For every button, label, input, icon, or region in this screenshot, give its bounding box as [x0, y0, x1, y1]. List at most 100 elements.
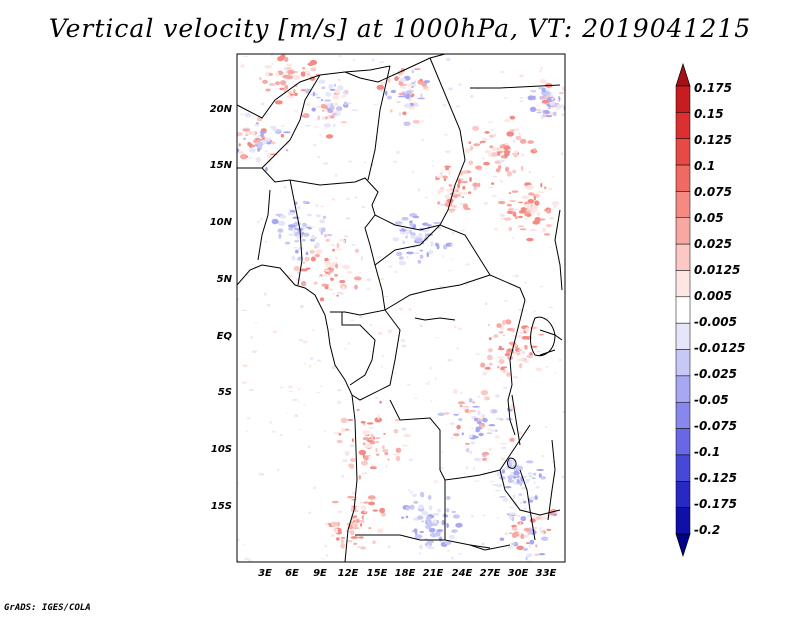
shading-speckle	[252, 144, 255, 148]
shading-speckle	[293, 228, 296, 234]
shading-speckle	[480, 389, 489, 396]
shading-speckle	[340, 543, 346, 549]
shading-speckle	[402, 444, 408, 447]
shading-speckle	[405, 93, 410, 100]
shading-speckle	[558, 358, 562, 362]
shading-speckle	[533, 481, 536, 485]
shading-speckle	[468, 160, 474, 165]
shading-speckle	[286, 95, 294, 99]
shading-speckle	[482, 157, 485, 160]
shading-speckle	[300, 71, 306, 77]
shading-speckle	[331, 528, 336, 531]
shading-speckle	[238, 143, 241, 147]
shading-speckle	[316, 391, 321, 393]
shading-speckle	[377, 256, 382, 258]
shading-speckle	[368, 501, 376, 506]
shading-speckle	[553, 205, 557, 208]
shading-speckle	[430, 523, 438, 527]
shading-speckle	[394, 76, 399, 82]
shading-speckle	[347, 540, 353, 543]
shading-speckle	[457, 401, 466, 405]
shading-speckle	[413, 80, 416, 84]
shading-speckle	[395, 251, 403, 257]
shading-speckle	[447, 270, 453, 272]
shading-speckle	[500, 457, 506, 461]
shading-speckle	[561, 475, 565, 479]
shading-speckle	[527, 198, 535, 204]
shading-speckle	[463, 408, 467, 410]
shading-speckle	[527, 532, 530, 536]
colorbar-label: -0.005	[694, 315, 737, 329]
colorbar-label: -0.025	[694, 367, 737, 381]
shading-speckle	[305, 251, 309, 256]
shading-speckle	[533, 195, 536, 201]
shading-speckle	[540, 536, 549, 541]
shading-speckle	[387, 545, 391, 549]
shading-speckle	[303, 70, 310, 74]
shading-speckle	[475, 165, 482, 170]
shading-speckle	[332, 113, 337, 116]
shading-speckle	[366, 278, 372, 282]
shading-speckle	[411, 69, 414, 74]
shading-speckle	[506, 210, 514, 214]
shading-speckle	[544, 114, 553, 118]
shading-speckle	[283, 56, 289, 62]
shading-speckle	[450, 422, 455, 425]
shading-speckle	[330, 534, 336, 537]
shading-speckle	[522, 547, 529, 551]
shading-speckle	[360, 546, 367, 550]
shading-speckle	[498, 150, 503, 153]
shading-speckle	[509, 352, 518, 354]
shading-speckle	[257, 148, 261, 152]
shading-speckle	[415, 237, 423, 242]
shading-speckle	[438, 536, 443, 542]
shading-speckle	[337, 110, 340, 116]
shading-speckle	[302, 200, 308, 204]
shading-speckle	[403, 434, 411, 438]
shading-speckle	[525, 460, 534, 464]
velocity-shading	[237, 45, 565, 562]
shading-speckle	[335, 105, 343, 112]
shading-speckle	[248, 558, 252, 562]
shading-speckle	[338, 55, 342, 58]
lon-label: 30E	[507, 568, 529, 579]
border-line	[369, 224, 441, 266]
shading-speckle	[477, 395, 481, 398]
shading-speckle	[501, 155, 505, 159]
shading-speckle	[246, 382, 249, 384]
shading-speckle	[285, 412, 288, 414]
shading-speckle	[250, 335, 253, 340]
shading-speckle	[361, 515, 364, 520]
shading-speckle	[302, 222, 307, 227]
shading-speckle	[543, 90, 551, 96]
shading-speckle	[349, 530, 355, 536]
shading-speckle	[284, 45, 291, 47]
shading-speckle	[538, 553, 546, 556]
border-line	[237, 167, 379, 246]
shading-speckle	[500, 214, 506, 218]
shading-speckle	[329, 115, 335, 119]
shading-speckle	[408, 458, 413, 461]
shading-speckle	[448, 184, 453, 187]
coastline	[237, 264, 358, 562]
lat-label: 15N	[209, 160, 232, 171]
lon-label: 24E	[451, 568, 473, 579]
shading-speckle	[481, 457, 488, 461]
shading-speckle	[452, 205, 457, 208]
shading-speckle	[329, 328, 334, 330]
shading-speckle	[513, 150, 519, 154]
shading-speckle	[264, 150, 268, 153]
colorbar-swatch	[675, 322, 691, 350]
shading-speckle	[316, 105, 322, 108]
shading-speckle	[543, 233, 551, 236]
shading-speckle	[412, 493, 417, 497]
shading-speckle	[311, 329, 315, 331]
shading-speckle	[465, 284, 468, 286]
shading-speckle	[409, 232, 416, 236]
shading-speckle	[384, 452, 389, 456]
shading-speckle	[482, 137, 487, 142]
shading-speckle	[409, 504, 415, 510]
shading-speckle	[317, 115, 321, 121]
shading-speckle	[506, 171, 513, 177]
colorbar-swatch	[675, 296, 691, 324]
